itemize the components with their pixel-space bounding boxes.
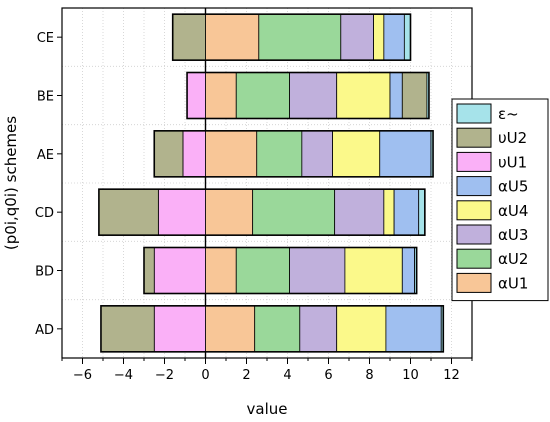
legend-label--u2: αU2 (498, 250, 528, 268)
bar-segment-ad--u1 (153, 305, 206, 353)
bar-segment-ce--u4 (373, 13, 385, 61)
x-tick-label: 6 (324, 368, 332, 383)
bar-segment-ae--u3 (301, 130, 334, 178)
bar-segment-ad--u1 (205, 305, 256, 353)
bar-segment-ad--u5 (385, 305, 442, 353)
x-axis-title: value (247, 400, 288, 418)
bar-segment-be--u5 (389, 72, 403, 119)
legend-label--u4: αU4 (498, 202, 528, 220)
bars (98, 13, 445, 353)
legend-label--u2: υU2 (498, 129, 527, 147)
x-tick-label: −2 (155, 368, 174, 383)
legend-swatch--u4 (456, 200, 492, 221)
bar-segment-bd--u2 (235, 247, 290, 294)
y-tick-label-ae: AE (37, 148, 54, 163)
bar-segment-ce--u5 (383, 13, 405, 61)
x-tick-label: 4 (283, 368, 291, 383)
bar-segment-cd--u2 (252, 188, 336, 236)
bar-outline-be (186, 71, 430, 120)
bar-segment-ad--u3 (299, 305, 338, 353)
bar-segment-ae--u2 (256, 130, 303, 178)
x-tick-label: −6 (73, 368, 92, 383)
legend-label--u1: αU1 (498, 274, 528, 292)
bar-segment-cd--u4 (383, 188, 395, 236)
bar-segment-bd--u2 (143, 247, 155, 294)
bar-segment-be--u2 (401, 72, 428, 119)
y-tick-label-be: BE (37, 90, 54, 105)
legend-swatch--u3 (456, 224, 492, 245)
bar-outline-ad (100, 305, 445, 353)
bar-segment-bd--u1 (205, 247, 237, 294)
bar-segment-ae--u4 (332, 130, 381, 178)
bar-segment-bd--u5 (401, 247, 415, 294)
bar-segment-cd--u3 (334, 188, 385, 236)
legend-swatch--u2 (456, 248, 492, 269)
legend-swatch--u5 (456, 176, 492, 197)
bar-segment-ae--u1 (205, 130, 258, 178)
bar-segment-cd--u1 (205, 188, 254, 236)
bar-segment-bd--u1 (153, 247, 206, 294)
bar-segment-bd--u3 (289, 247, 346, 294)
bar-segment-ce--u2 (172, 13, 206, 61)
x-tick-label: 8 (365, 368, 373, 383)
legend-label--u1: υU1 (498, 153, 527, 171)
bar-segment-ae--u5 (379, 130, 432, 178)
bar-outline-ae (153, 130, 434, 178)
x-tick-label: 0 (201, 368, 209, 383)
y-axis-title: (p0i,q0i) schemes (2, 116, 20, 250)
bar-outline-bd (143, 246, 418, 295)
bar-segment-ce--u3 (340, 13, 374, 61)
bar-segment-ce-- (403, 13, 411, 61)
bar-segment-ce--u1 (205, 13, 260, 61)
bar-segment-be--u2 (235, 72, 290, 119)
bar-segment-ce--u2 (258, 13, 342, 61)
bar-outline-cd (98, 188, 426, 236)
y-tick-label-bd: BD (35, 265, 54, 280)
bar-outline-ce (171, 13, 412, 61)
legend-swatch--u1 (456, 272, 492, 293)
bar-segment-ae--u2 (153, 130, 184, 178)
bar-segment-cd-- (418, 188, 426, 236)
bar-segment-ad--u2 (100, 305, 155, 353)
y-tick-label-ce: CE (37, 31, 54, 46)
bar-segment-be--u4 (336, 72, 391, 119)
x-tick-label: 2 (242, 368, 250, 383)
legend-label--u3: αU3 (498, 226, 528, 244)
legend: ε~ υU2 υU1 αU5 αU4 αU3 αU2 αU1 (451, 98, 549, 302)
bar-segment-bd--u4 (344, 247, 403, 294)
bar-segment-cd--u1 (157, 188, 206, 236)
x-tick-label: 10 (402, 368, 419, 383)
bar-segment-cd--u5 (393, 188, 420, 236)
bar-segment-be--u1 (205, 72, 237, 119)
legend-label--: ε~ (498, 105, 519, 123)
legend-swatch-- (456, 103, 492, 124)
bar-segment-cd--u2 (98, 188, 159, 236)
bar-segment-ad--u2 (254, 305, 301, 353)
y-axis-tick-labels: AD BD CD AE BE CE (35, 31, 62, 338)
legend-label--u5: αU5 (498, 178, 528, 196)
x-tick-label: 12 (443, 368, 460, 383)
bar-segment-be--u3 (289, 72, 338, 119)
legend-swatch--u2 (456, 127, 492, 148)
y-tick-label-ad: AD (35, 323, 54, 338)
bar-segment-ae--u1 (182, 130, 206, 178)
x-axis-ticks: −6 −4 −2 0 2 4 6 8 10 12 (61, 358, 473, 383)
legend-swatch--u1 (456, 151, 492, 172)
bar-segment-ad--u4 (336, 305, 387, 353)
y-tick-label-cd: CD (35, 206, 54, 221)
bar-segment-be--u1 (186, 72, 206, 119)
x-tick-label: −4 (114, 368, 133, 383)
